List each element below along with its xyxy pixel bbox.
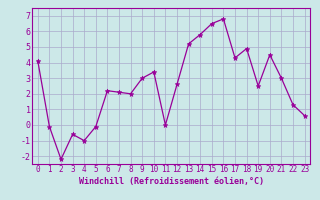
X-axis label: Windchill (Refroidissement éolien,°C): Windchill (Refroidissement éolien,°C) <box>79 177 264 186</box>
